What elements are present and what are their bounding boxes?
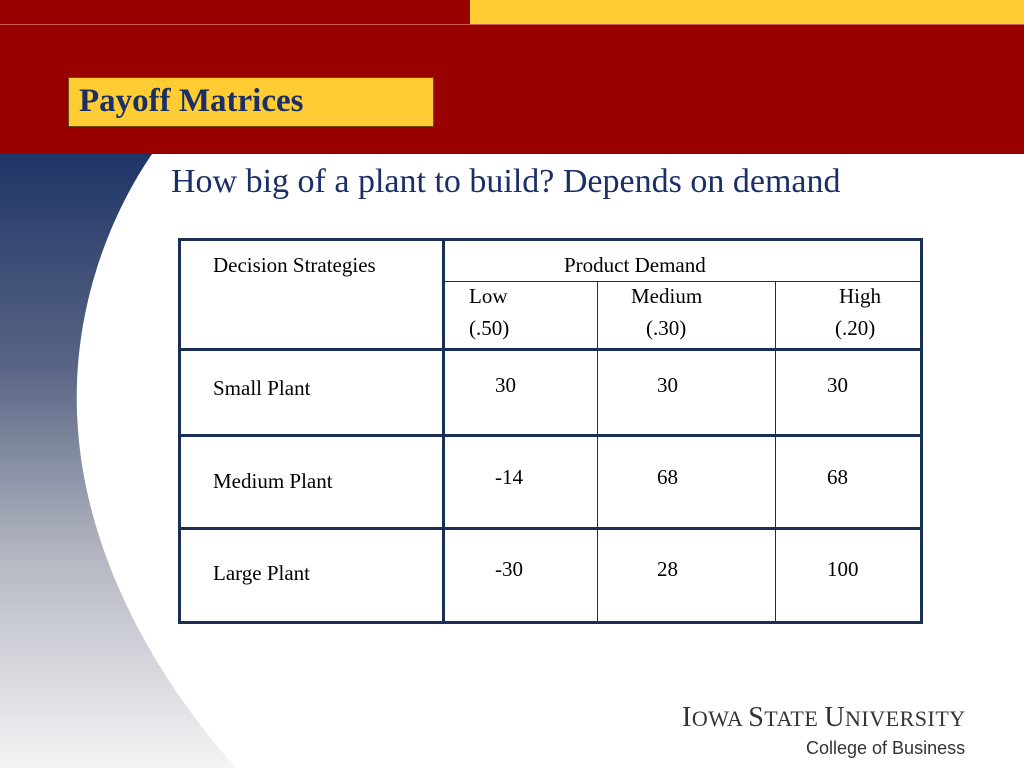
column-divider-low-medium bbox=[597, 282, 598, 624]
payoff-medium-high: 68 bbox=[827, 465, 848, 489]
title-box: Payoff Matrices bbox=[68, 77, 434, 127]
payoff-small-low: 30 bbox=[495, 373, 516, 397]
payoff-small-high: 30 bbox=[827, 373, 848, 397]
table-border-right bbox=[920, 238, 923, 624]
column-label-low: Low bbox=[469, 284, 508, 308]
demand-header-divider bbox=[444, 281, 921, 282]
row-label-small-plant: Small Plant bbox=[213, 376, 311, 400]
table-border-left bbox=[178, 238, 181, 624]
strategy-column-divider bbox=[442, 238, 445, 624]
row-divider-3 bbox=[178, 527, 923, 530]
slide-subtitle: How big of a plant to build? Depends on … bbox=[171, 163, 841, 200]
row-label-large-plant: Large Plant bbox=[213, 561, 311, 585]
column-label-medium: Medium bbox=[631, 284, 703, 308]
row-label-medium-plant: Medium Plant bbox=[213, 469, 333, 493]
payoff-small-medium: 30 bbox=[657, 373, 678, 397]
column-probability-high: (.20) bbox=[835, 316, 876, 340]
payoff-medium-medium: 68 bbox=[657, 465, 678, 489]
table-border-top bbox=[178, 238, 923, 241]
payoff-large-high: 100 bbox=[827, 557, 859, 581]
payoff-matrix-table: Decision Strategies Product Demand Low (… bbox=[178, 238, 923, 624]
university-logo: IOWA STATE UNIVERSITY College of Busines… bbox=[682, 702, 966, 758]
column-probability-medium: (.30) bbox=[646, 316, 687, 340]
table-border-bottom bbox=[178, 621, 923, 624]
row-divider-2 bbox=[178, 434, 923, 437]
payoff-medium-low: -14 bbox=[495, 465, 523, 489]
top-strip-gold-accent bbox=[470, 0, 1024, 24]
university-name: IOWA STATE UNIVERSITY bbox=[682, 702, 966, 733]
column-label-high: High bbox=[839, 284, 881, 308]
column-divider-medium-high bbox=[775, 282, 776, 624]
row-divider-1 bbox=[178, 348, 923, 351]
college-name: College of Business bbox=[806, 738, 966, 758]
payoff-large-low: -30 bbox=[495, 557, 523, 581]
strategy-header: Decision Strategies bbox=[213, 253, 376, 277]
demand-header: Product Demand bbox=[564, 253, 706, 277]
top-divider-line bbox=[0, 24, 1024, 25]
slide-title: Payoff Matrices bbox=[79, 83, 304, 119]
payoff-large-medium: 28 bbox=[657, 557, 678, 581]
column-probability-low: (.50) bbox=[469, 316, 510, 340]
